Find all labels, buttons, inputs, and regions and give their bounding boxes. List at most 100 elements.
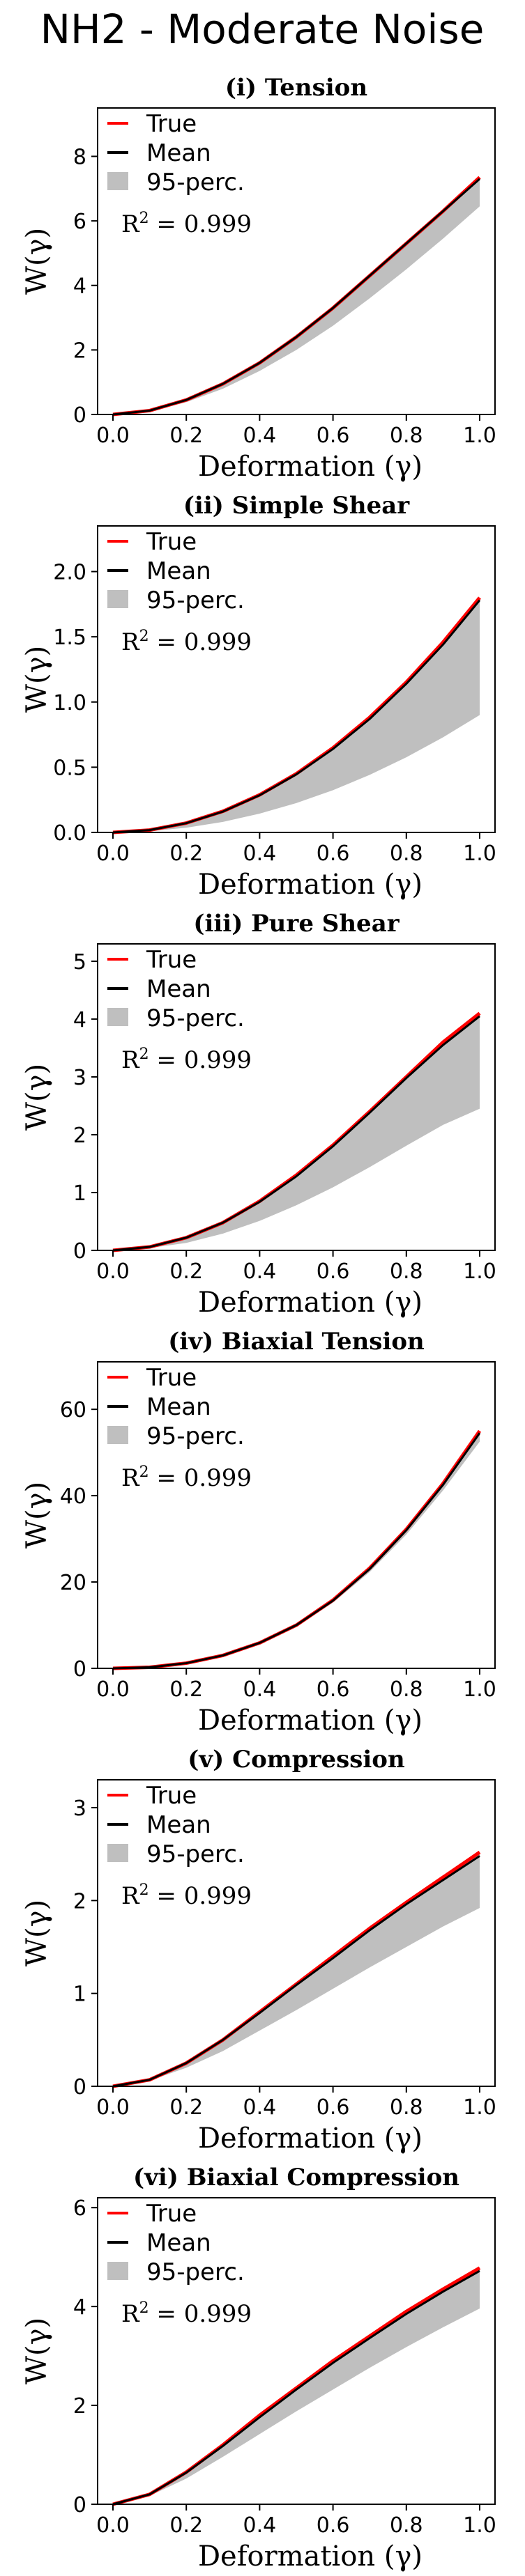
r2-value: = 0.999 — [149, 1464, 252, 1492]
x-tick-label: 0.8 — [390, 2513, 423, 2538]
chart-panel-4: (iv) Biaxial Tension 0.0 0.2 0.4 0.6 0.8 1.0 0 2… — [21, 1328, 496, 1737]
series-mean-line — [112, 1015, 480, 1252]
series-mean-line — [112, 1855, 480, 2088]
y-tick-label: 5 — [73, 950, 86, 975]
series-mean-line — [112, 178, 480, 416]
legend-band-label: 95-perc. — [146, 1004, 245, 1032]
y-tick-label: 0 — [73, 1239, 86, 1264]
r2-annotation: R2 = 0.999 — [121, 2299, 252, 2328]
band-95-percentile — [113, 597, 480, 832]
r2-value: = 0.999 — [149, 1882, 252, 1910]
x-tick-label: 0.2 — [169, 2513, 203, 2538]
legend-true-label: True — [146, 1782, 197, 1810]
y-tick-label: 40 — [60, 1484, 86, 1509]
x-tick-label: 0.0 — [96, 1677, 130, 1702]
r2-annotation: R2 = 0.999 — [121, 628, 252, 656]
x-axis-label: Deformation (γ) — [198, 869, 423, 901]
legend-true-label: True — [146, 528, 197, 556]
y-tick-label: 1 — [73, 1181, 86, 1206]
series-mean-line — [112, 2269, 480, 2506]
y-tick-label: 0.0 — [53, 821, 86, 846]
r2-value: = 0.999 — [149, 2300, 252, 2328]
legend-band-swatch — [107, 590, 128, 608]
chart-panel-1: (i) Tension 0.0 0.2 0.4 0.6 0.8 1.0 0 2 4 6 8 Deform… — [21, 74, 496, 483]
x-tick-label: 0.8 — [390, 1259, 423, 1284]
legend-mean-label: Mean — [146, 557, 211, 585]
x-tick-label: 1.0 — [463, 2513, 496, 2538]
plot-area — [98, 2198, 495, 2504]
y-tick-label: 0 — [73, 403, 86, 428]
x-tick-label: 1.0 — [463, 1677, 496, 1702]
legend-band-swatch — [107, 1008, 128, 1026]
r2-value: = 0.999 — [149, 210, 252, 238]
y-tick-label: 2 — [73, 339, 86, 363]
chart-panel-3: (iii) Pure Shear 0.0 0.2 0.4 0.6 0.8 1.0 0 1 2 3 4 5… — [21, 910, 496, 1319]
figure-title: NH2 - Moderate Noise — [40, 6, 485, 53]
x-tick-label: 0.2 — [169, 2095, 203, 2120]
r2-symbol: R — [121, 210, 140, 238]
r2-annotation: R2 = 0.999 — [121, 1464, 252, 1492]
y-tick-label: 2 — [73, 1124, 86, 1148]
y-tick-label: 60 — [60, 1398, 86, 1422]
legend-true-label: True — [146, 946, 197, 974]
x-tick-label: 0.6 — [317, 841, 350, 866]
legend-band-swatch — [107, 2262, 128, 2280]
series-mean-line — [112, 599, 481, 834]
chart-panel-6: (vi) Biaxial Compression 0.0 0.2 0.4 0.6 0.8 1… — [21, 2164, 496, 2573]
y-tick-label: 0.5 — [53, 756, 86, 780]
plot-area — [98, 1362, 495, 1668]
x-axis-label: Deformation (γ) — [198, 1705, 423, 1737]
y-tick-label: 1 — [73, 1983, 86, 2007]
y-tick-label: 0 — [73, 2493, 86, 2517]
r2-exponent: 2 — [139, 628, 149, 645]
axes-frame — [97, 107, 496, 415]
x-axis-label: Deformation (γ) — [198, 451, 423, 483]
r2-exponent: 2 — [139, 210, 149, 227]
r2-symbol: R — [121, 1464, 140, 1492]
x-tick-label: 0.0 — [96, 424, 130, 448]
panel-title: (iii) Pure Shear — [193, 910, 400, 938]
y-tick-label: 1.5 — [53, 626, 86, 650]
r2-annotation: R2 = 0.999 — [121, 210, 252, 238]
panel-title: (i) Tension — [225, 74, 367, 102]
legend-band-swatch — [107, 172, 128, 190]
x-tick-label: 0.8 — [390, 841, 423, 866]
y-axis-label: W(γ) — [21, 1064, 53, 1131]
legend-band-label: 95-perc. — [146, 587, 245, 614]
panel-title: (iv) Biaxial Tension — [168, 1328, 425, 1356]
x-tick-label: 1.0 — [463, 1259, 496, 1284]
legend-mean-label: Mean — [146, 1811, 211, 1839]
x-tick-label: 0.4 — [243, 841, 277, 866]
r2-value: = 0.999 — [149, 1046, 252, 1074]
series-mean-line — [112, 1432, 481, 1670]
x-tick-label: 0.8 — [390, 1677, 423, 1702]
y-tick-label: 6 — [73, 2196, 86, 2221]
x-tick-label: 0.2 — [169, 424, 203, 448]
r2-symbol: R — [121, 1882, 140, 1910]
r2-symbol: R — [121, 2300, 140, 2328]
x-tick-label: 0.4 — [243, 1259, 277, 1284]
y-axis-label: W(γ) — [21, 228, 53, 295]
panel-title: (ii) Simple Shear — [183, 492, 410, 520]
panels: (i) Tension 0.0 0.2 0.4 0.6 0.8 1.0 0 2 4 6 8 Deform… — [21, 74, 496, 2573]
y-axis-label: W(γ) — [21, 2318, 53, 2384]
x-tick-label: 0.0 — [96, 2513, 130, 2538]
y-tick-label: 20 — [60, 1571, 86, 1595]
y-tick-label: 0 — [73, 2075, 86, 2100]
axes-frame — [97, 943, 496, 1251]
y-tick-label: 2.0 — [53, 561, 86, 585]
x-tick-label: 1.0 — [463, 841, 496, 866]
legend-band-label: 95-perc. — [146, 1840, 245, 1868]
y-tick-label: 4 — [73, 2295, 86, 2320]
y-axis-label: W(γ) — [21, 1482, 53, 1549]
x-tick-label: 0.6 — [317, 2095, 350, 2120]
x-tick-label: 0.0 — [96, 841, 130, 866]
y-tick-label: 6 — [73, 210, 86, 234]
legend-mean-label: Mean — [146, 2229, 211, 2257]
panel-title: (vi) Biaxial Compression — [133, 2164, 459, 2191]
plot-area — [98, 108, 495, 414]
r2-symbol: R — [121, 628, 140, 656]
y-tick-label: 4 — [73, 1008, 86, 1032]
y-tick-label: 8 — [73, 145, 86, 169]
